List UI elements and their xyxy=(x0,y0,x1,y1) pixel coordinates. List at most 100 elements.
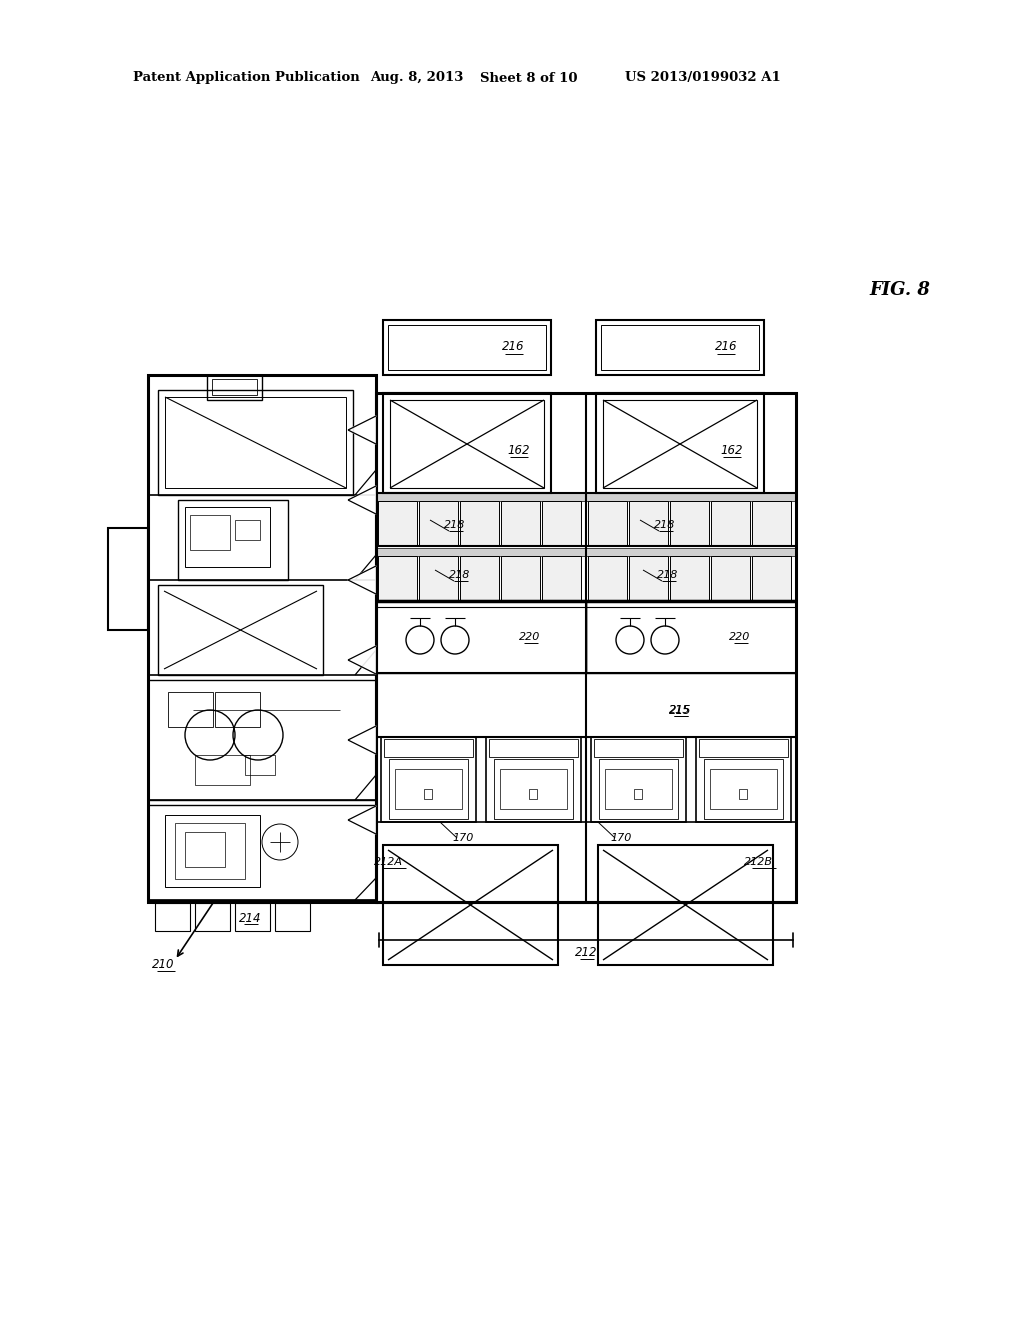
Bar xyxy=(212,379,257,395)
Bar xyxy=(381,737,476,822)
Bar xyxy=(710,770,777,809)
Text: 218: 218 xyxy=(657,570,679,579)
Text: 215: 215 xyxy=(669,704,691,717)
Bar xyxy=(601,325,759,370)
Bar xyxy=(460,502,499,546)
Bar xyxy=(275,903,310,931)
Bar xyxy=(542,502,581,546)
Bar xyxy=(376,492,586,502)
Bar xyxy=(395,770,462,809)
Bar xyxy=(494,759,573,818)
Bar xyxy=(419,502,458,546)
Bar xyxy=(670,556,709,601)
Bar xyxy=(500,770,567,809)
Bar xyxy=(388,325,546,370)
Bar xyxy=(634,789,642,799)
Text: 218: 218 xyxy=(450,570,471,579)
Bar xyxy=(699,739,788,756)
Bar xyxy=(603,400,757,488)
Text: Patent Application Publication: Patent Application Publication xyxy=(133,71,359,84)
Bar xyxy=(629,556,668,601)
Bar xyxy=(378,556,417,601)
Bar xyxy=(378,502,417,546)
Bar xyxy=(596,319,764,375)
Polygon shape xyxy=(348,645,376,675)
Bar xyxy=(383,319,551,375)
Bar xyxy=(158,585,323,675)
Bar xyxy=(419,556,458,601)
Text: 214: 214 xyxy=(239,912,261,924)
Bar xyxy=(376,393,796,902)
Bar xyxy=(384,739,473,756)
Bar xyxy=(591,737,686,822)
Bar xyxy=(168,692,213,727)
Bar xyxy=(158,389,353,495)
Bar xyxy=(195,755,250,785)
Bar xyxy=(752,556,791,601)
Bar xyxy=(178,500,288,579)
Bar xyxy=(586,492,796,502)
Text: Aug. 8, 2013: Aug. 8, 2013 xyxy=(370,71,464,84)
Bar xyxy=(711,556,750,601)
Bar xyxy=(376,548,586,556)
Text: Sheet 8 of 10: Sheet 8 of 10 xyxy=(480,71,578,84)
Bar xyxy=(529,789,537,799)
Text: FIG. 8: FIG. 8 xyxy=(869,281,931,300)
Bar xyxy=(588,556,627,601)
Text: 170: 170 xyxy=(453,833,474,843)
Bar xyxy=(696,737,791,822)
Bar xyxy=(598,845,773,965)
Polygon shape xyxy=(348,566,376,594)
Bar xyxy=(165,397,346,488)
Bar xyxy=(752,502,791,546)
Bar xyxy=(389,759,468,818)
Bar xyxy=(599,759,678,818)
Bar xyxy=(234,520,260,540)
Bar xyxy=(501,556,540,601)
Text: 220: 220 xyxy=(519,632,541,642)
Bar xyxy=(383,393,551,492)
Bar xyxy=(195,903,230,931)
Bar xyxy=(711,502,750,546)
Bar xyxy=(383,845,558,965)
Bar xyxy=(424,789,432,799)
Bar xyxy=(185,832,225,867)
Text: 162: 162 xyxy=(508,444,530,457)
Bar xyxy=(605,770,672,809)
Text: 170: 170 xyxy=(610,833,632,843)
Polygon shape xyxy=(348,726,376,754)
Text: 216: 216 xyxy=(715,341,737,354)
Bar xyxy=(108,528,148,630)
Bar xyxy=(586,548,796,556)
Text: 218: 218 xyxy=(444,520,466,531)
Polygon shape xyxy=(348,807,376,834)
Bar xyxy=(185,507,270,568)
Bar xyxy=(207,375,262,400)
Bar xyxy=(705,759,783,818)
Bar xyxy=(148,375,376,902)
Bar xyxy=(594,739,683,756)
Bar xyxy=(148,805,376,900)
Bar xyxy=(165,814,260,887)
Text: 216: 216 xyxy=(502,341,524,354)
Text: 212A: 212A xyxy=(374,857,402,867)
Bar xyxy=(670,502,709,546)
Bar xyxy=(234,903,270,931)
Bar xyxy=(588,502,627,546)
Bar xyxy=(190,515,230,550)
Bar xyxy=(501,502,540,546)
Bar xyxy=(245,755,275,775)
Bar xyxy=(489,739,578,756)
Bar xyxy=(586,601,796,673)
Bar xyxy=(376,601,586,673)
Text: 220: 220 xyxy=(729,632,751,642)
Text: 210: 210 xyxy=(152,958,174,972)
Bar xyxy=(629,502,668,546)
Text: US 2013/0199032 A1: US 2013/0199032 A1 xyxy=(625,71,780,84)
Polygon shape xyxy=(348,486,376,513)
Bar xyxy=(739,789,746,799)
Bar xyxy=(175,822,245,879)
Bar xyxy=(486,737,581,822)
Bar xyxy=(542,556,581,601)
Polygon shape xyxy=(348,416,376,444)
